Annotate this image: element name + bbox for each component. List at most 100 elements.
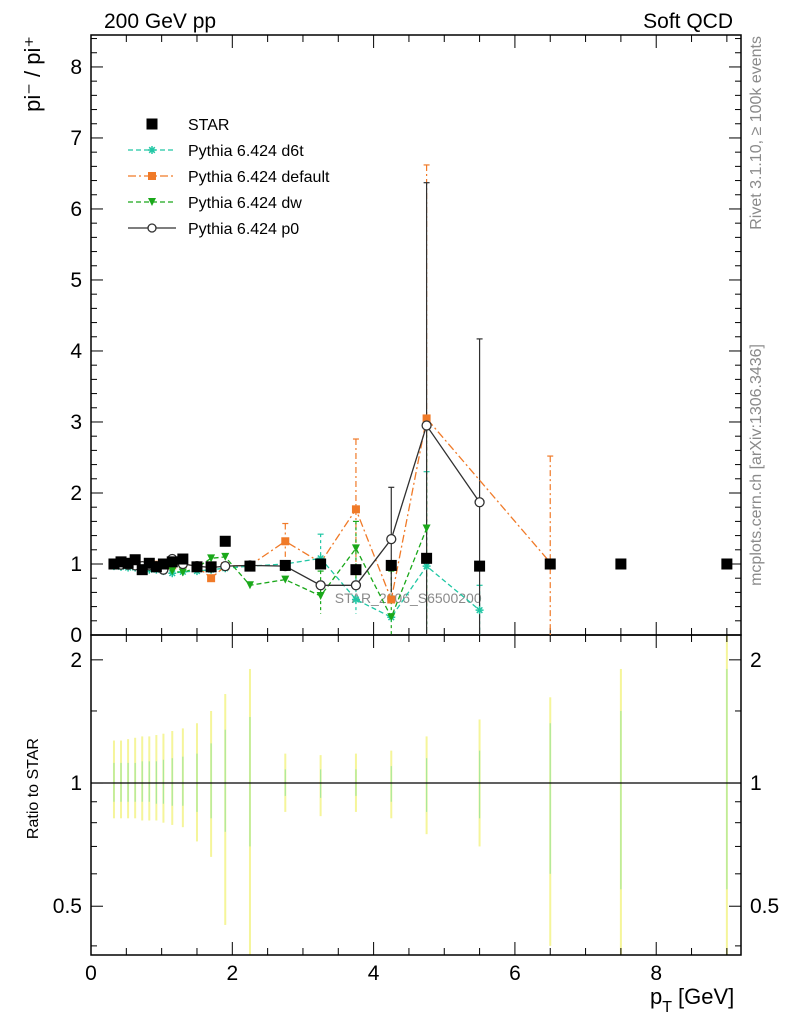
xlabel: pT [GeV] [650,984,734,1016]
legend-marker-star [146,118,158,130]
xlabel-unit: [GeV] [678,984,734,1009]
y-tick-label: 7 [70,127,82,150]
data-point-star [219,535,231,547]
data-point-pythia-6-424-dw [387,613,396,622]
ratio-band-green [726,668,728,890]
ratio-band-green [134,762,136,802]
ratio-band-green [549,723,551,874]
data-point-pythia-6-424-d6t [475,606,484,615]
data-point-star [544,558,556,570]
data-point-star [177,553,189,565]
main-ylabel: pi⁻ / pi⁺ [20,36,45,112]
data-point-pythia-6-424-dw [178,568,187,577]
ratio-band-green [224,729,226,832]
mcplots-label: mcplots.cern.ch [arXiv:1306.3436] [748,344,765,586]
ratio-band-green [249,716,251,847]
x-tick-label: 2 [226,962,238,985]
data-point-star [474,560,486,572]
data-point-star [279,559,291,571]
data-point-star [143,557,155,569]
data-point-pythia-6-424-dw [245,581,254,590]
y-tick-label: 2 [70,482,82,505]
data-point-pythia-6-424-p0 [220,560,231,572]
data-point-pythia-6-424-d6t [351,595,360,604]
y-tick-label: 8 [70,56,82,79]
data-point-pythia-6-424-p0 [350,580,362,591]
ratio-tick-label: 2 [70,649,82,672]
star-stroke [476,606,483,614]
data-point-star [157,558,169,570]
ratio-band-green [127,762,129,802]
header-left-label: 200 GeV pp [104,10,216,33]
data-point-star [315,558,327,570]
ratio-ylabel: Ratio to STAR [25,738,42,839]
x-tick-label: 0 [85,962,97,985]
ratio-tick-label-right: 0.5 [750,895,779,918]
data-point-star [108,558,120,570]
legend-label-star: STAR [188,117,229,134]
y-tick-label: 1 [70,553,82,576]
ratio-band-green [478,750,481,819]
data-point-pythia-6-424-dw [221,552,230,561]
ratio-band-green [425,758,428,812]
data-point-pythia-6-424-p0 [315,580,326,591]
legend-label-pythia-6-424-p0: Pythia 6.424 p0 [188,221,299,238]
legend-marker-pythia-6-424-d6t [148,146,156,154]
ratio-band-green [120,762,122,802]
ratio-tick-label-right: 1 [750,772,762,795]
data-point-star [350,564,362,576]
ratio-tick-label: 1 [70,772,82,795]
x-tick-label: 6 [509,962,521,985]
data-point-star [150,561,162,573]
data-point-pythia-6-424-default [207,574,216,583]
x-tick-label: 4 [368,962,380,985]
data-point-pythia-6-424-dw [422,524,431,533]
legend-label-pythia-6-424-dw: Pythia 6.424 dw [188,195,302,212]
ratio-band-green [141,761,143,802]
data-point-pythia-6-424-dw [207,554,216,563]
data-point-pythia-6-424-default [422,414,431,423]
data-point-pythia-6-424-dw [281,575,290,584]
xlabel-sub: T [662,999,672,1016]
header-right-label: Soft QCD [643,10,733,33]
legend-label-pythia-6-424-default: Pythia 6.424 default [188,169,330,186]
data-point-pythia-6-424-p0 [474,497,485,508]
y-tick-label: 3 [70,411,82,434]
data-point-star [615,558,627,570]
xlabel-p: p [650,984,662,1009]
data-point-star [115,556,127,568]
data-point-star [721,558,733,570]
data-point-pythia-6-424-dw [351,544,360,553]
ratio-band-green [148,761,150,802]
star-stroke [423,562,430,570]
ratio-tick-label-right: 2 [750,649,762,672]
data-point-star [385,559,397,571]
ratio-tick-label: 0.5 [53,895,82,918]
star-stroke [352,596,360,603]
ratio-band-green [182,756,184,806]
legend-marker-pythia-6-424-p0 [147,223,157,233]
ratio-band-green [210,743,212,819]
data-point-pythia-6-424-p0 [421,420,432,431]
data-point-star [122,557,134,569]
ratio-band-green [113,762,115,802]
ratio-band-green [390,766,392,802]
y-tick-label: 5 [70,269,82,292]
data-point-star [136,564,148,576]
ratio-band-green [171,758,173,806]
series-layer [108,414,733,622]
ratio-band-green [162,759,165,804]
ratio-band-green [620,710,622,890]
watermark-label: STAR_2006_S6500200 [335,590,482,606]
data-point-star [191,561,203,573]
data-point-pythia-6-424-default [387,595,396,604]
y-tick-label: 0 [70,624,82,647]
plot-frames [90,34,742,956]
legend-marker-pythia-6-424-dw [148,198,156,206]
legend-label-pythia-6-424-d6t: Pythia 6.424 d6t [188,143,304,160]
data-point-star [421,552,433,564]
legend-marker-pythia-6-424-default [148,172,156,180]
data-point-star [129,554,141,566]
data-point-pythia-6-424-dw [168,567,177,576]
